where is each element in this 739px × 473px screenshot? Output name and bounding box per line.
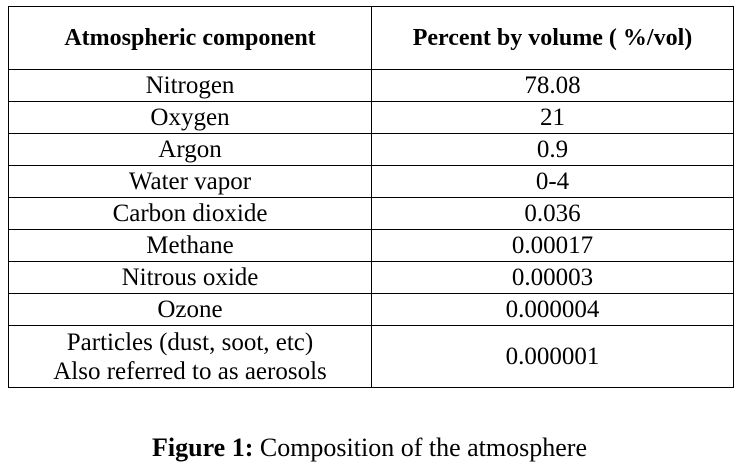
component-cell: Argon (8, 133, 372, 166)
header-percent: Percent by volume ( %/vol) (371, 6, 734, 70)
percent-cell: 0.000001 (371, 325, 734, 388)
percent-cell: 0.00003 (371, 261, 734, 294)
component-cell: Oxygen (8, 101, 372, 134)
percent-cell: 0.036 (371, 197, 734, 230)
component-line: Particles (dust, soot, etc) (66, 328, 314, 356)
table-header-row: Atmospheric component Percent by volume … (8, 6, 734, 70)
percent-cell: 21 (371, 101, 734, 134)
table-row: Argon 0.9 (8, 133, 734, 166)
percent-cell: 0.00017 (371, 229, 734, 262)
percent-cell: 0.9 (371, 133, 734, 166)
figure-caption: Figure 1: Composition of the atmosphere (0, 432, 739, 464)
table-row: Ozone 0.000004 (8, 293, 734, 326)
component-cell: Nitrogen (8, 69, 372, 102)
percent-cell: 78.08 (371, 69, 734, 102)
table-row: Oxygen 21 (8, 101, 734, 134)
table-row: Methane 0.00017 (8, 229, 734, 262)
component-cell: Ozone (8, 293, 372, 326)
percent-cell: 0.000004 (371, 293, 734, 326)
component-cell: Methane (8, 229, 372, 262)
component-cell: Nitrous oxide (8, 261, 372, 294)
header-component: Atmospheric component (8, 6, 372, 70)
table-row: Nitrogen 78.08 (8, 69, 734, 102)
component-line: Also referred to as aerosols (53, 357, 327, 385)
table-row: Water vapor 0-4 (8, 165, 734, 198)
caption-label: Figure 1: (152, 433, 254, 462)
caption-text: Composition of the atmosphere (253, 433, 587, 462)
component-cell: Carbon dioxide (8, 197, 372, 230)
component-cell: Water vapor (8, 165, 372, 198)
table-row: Nitrous oxide 0.00003 (8, 261, 734, 294)
table-row: Carbon dioxide 0.036 (8, 197, 734, 230)
percent-cell: 0-4 (371, 165, 734, 198)
component-cell: Particles (dust, soot, etc) Also referre… (8, 325, 372, 388)
table-row: Particles (dust, soot, etc) Also referre… (8, 325, 734, 388)
composition-table: Atmospheric component Percent by volume … (8, 6, 734, 388)
